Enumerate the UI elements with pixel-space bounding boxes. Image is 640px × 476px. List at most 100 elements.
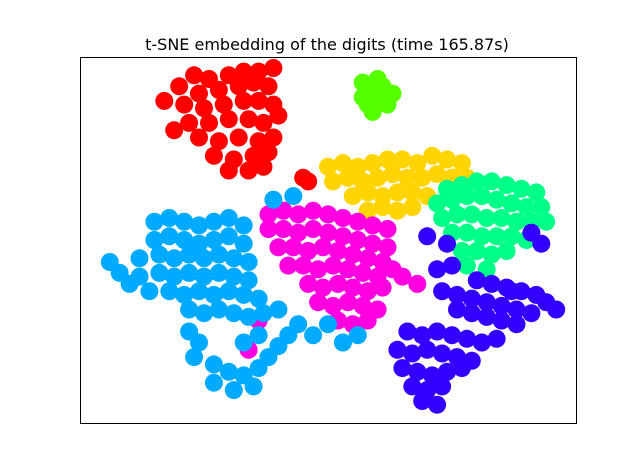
scatter-point (204, 373, 223, 392)
scatter-point (219, 227, 238, 246)
scatter-point (452, 242, 471, 260)
scatter-point (224, 304, 243, 323)
scatter-point (249, 326, 268, 345)
scatter-point (358, 282, 377, 301)
scatter-point (443, 190, 461, 209)
scatter-point (343, 187, 362, 206)
scatter-point (239, 253, 258, 271)
scatter-point (145, 212, 164, 231)
scatter-point (487, 227, 506, 246)
scatter-point (527, 183, 546, 202)
scatter-point (299, 242, 318, 260)
scatter-point (209, 300, 228, 319)
scatter-point (224, 249, 243, 268)
scatter-point (502, 194, 521, 213)
scatter-point (403, 183, 422, 202)
scatter-point (522, 304, 541, 323)
scatter-point (249, 289, 268, 308)
scatter-point (358, 311, 377, 330)
scatter-point (219, 362, 238, 381)
scatter-point (324, 296, 342, 315)
scatter-point (348, 326, 367, 345)
scatter-point (259, 205, 278, 224)
scatter-point (433, 282, 452, 301)
scatter-point (165, 121, 184, 140)
scatter-point (244, 377, 263, 396)
scatter-point (448, 205, 466, 224)
scatter-point (507, 300, 526, 319)
scatter-point (284, 187, 303, 206)
scatter-point (353, 296, 372, 315)
scatter-point (477, 293, 496, 312)
scatter-point (368, 70, 387, 88)
scatter-point (338, 168, 357, 187)
scatter-point (333, 333, 352, 352)
scatter-point (130, 249, 149, 268)
scatter-point (492, 209, 511, 227)
scatter-point (239, 161, 258, 180)
scatter-point (408, 154, 427, 173)
scatter-point (299, 172, 318, 191)
series-group (353, 70, 402, 121)
scatter-point (180, 113, 199, 132)
scatter-point (160, 209, 179, 227)
scatter-point (338, 293, 357, 312)
scatter-point (547, 300, 566, 319)
scatter-point (140, 282, 159, 301)
scatter-point (309, 260, 328, 279)
scatter-point (170, 77, 189, 96)
scatter-point (353, 263, 372, 282)
scatter-point (418, 227, 437, 246)
scatter-point (314, 278, 332, 297)
scatter-point (304, 201, 323, 220)
scatter-point (150, 263, 169, 282)
scatter-point (373, 278, 392, 297)
scatter-point (224, 381, 243, 400)
scatter-point (487, 190, 506, 209)
scatter-point (180, 263, 199, 282)
scatter-point (428, 395, 447, 414)
scatter-point (328, 242, 347, 260)
scatter-point (180, 245, 199, 264)
scatter-point (472, 333, 491, 352)
series-group (155, 59, 318, 191)
scatter-point (319, 157, 337, 176)
scatter-point (363, 216, 382, 235)
scatter-point (204, 285, 223, 304)
scatter-point (428, 194, 447, 213)
scatter-point (537, 212, 556, 231)
scatter-point (348, 212, 367, 231)
scatter-point (393, 359, 412, 378)
scatter-point (274, 220, 293, 238)
scatter-point (517, 198, 536, 217)
scatter-point (234, 333, 253, 352)
scatter-point (462, 304, 481, 323)
scatter-point (502, 282, 521, 301)
scatter-point (428, 322, 447, 341)
scatter-point (512, 179, 531, 198)
scatter-point (264, 59, 283, 77)
scatter-point (428, 260, 447, 279)
scatter-point (195, 267, 213, 286)
scatter-point (507, 212, 526, 231)
scatter-point (363, 234, 382, 253)
scatter-point (254, 157, 273, 176)
scatter-point (190, 282, 208, 301)
scatter-point (324, 256, 342, 275)
series-group (388, 223, 566, 414)
scatter-point (333, 227, 352, 246)
scatter-point (457, 329, 476, 348)
scatter-point (487, 329, 506, 348)
scatter-point (279, 256, 298, 275)
series-group (428, 172, 556, 279)
axes-frame (80, 57, 577, 424)
scatter-point (254, 304, 273, 323)
scatter-point (190, 128, 208, 147)
scatter-point (209, 245, 228, 264)
chart-title: t-SNE embedding of the digits (time 165.… (145, 35, 509, 54)
scatter-point (472, 227, 491, 246)
scatter-point (284, 238, 303, 257)
series-group (100, 187, 367, 400)
scatter-point (438, 234, 456, 253)
scatter-point (160, 282, 179, 301)
